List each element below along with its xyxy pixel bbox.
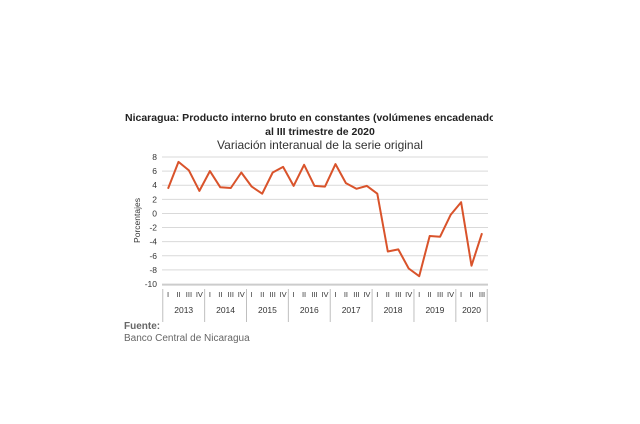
quarter-tick-label: III [270,290,276,299]
y-tick-label: 6 [152,166,157,176]
quarter-tick-label: III [186,290,192,299]
year-label: 2018 [384,305,403,315]
quarter-tick-label: I [334,290,336,299]
quarter-tick-label: II [176,290,180,299]
year-label: 2017 [342,305,361,315]
y-tick-label: 4 [152,180,157,190]
quarter-tick-label: I [209,290,211,299]
y-tick-label: 8 [152,152,157,162]
series-line [167,160,483,278]
quarter-tick-label: IV [280,290,287,299]
quarter-tick-label: III [395,290,401,299]
quarter-tick-label: I [460,290,462,299]
quarter-tick-label: III [353,290,359,299]
chart-subtitle: Variación interanual de la serie origina… [217,138,423,152]
y-tick-label: -8 [149,265,157,275]
quarter-tick-label: IV [321,290,328,299]
quarter-tick-label: IV [447,290,454,299]
quarter-tick-label: I [418,290,420,299]
y-axis-label: Porcentajes [132,198,142,243]
quarter-tick-label: IV [238,290,245,299]
quarter-tick-label: II [344,290,348,299]
quarter-tick-label: III [479,290,485,299]
year-label: 2016 [300,305,319,315]
quarter-tick-label: II [218,290,222,299]
quarter-tick-label: II [260,290,264,299]
y-tick-label: -6 [149,251,157,261]
quarter-tick-label: IV [196,290,203,299]
y-tick-label: 0 [152,208,157,218]
source-label: Fuente: [124,321,161,332]
quarter-tick-label: II [469,290,473,299]
quarter-tick-label: I [293,290,295,299]
quarter-tick-label: I [376,290,378,299]
y-tick-label: 2 [152,194,157,204]
year-label: 2014 [216,305,235,315]
quarter-tick-label: I [167,290,169,299]
quarter-tick-label: III [311,290,317,299]
quarter-tick-label: II [302,290,306,299]
chart-title-line-2: al III trimestre de 2020 [265,126,375,138]
year-label: 2019 [425,305,444,315]
year-label: 2015 [258,305,277,315]
year-label: 2020 [462,305,481,315]
chart-title-line-1: Nicaragua: Producto interno bruto en con… [125,112,493,124]
y-tick-label: -10 [145,279,158,289]
quarter-tick-label: IV [405,290,412,299]
quarter-tick-label: I [251,290,253,299]
y-tick-label: -4 [149,237,157,247]
y-tick-label: -2 [149,223,157,233]
quarter-tick-label: III [228,290,234,299]
year-label: 2013 [174,305,193,315]
quarter-tick-label: II [386,290,390,299]
source-text: Banco Central de Nicaragua [124,333,250,344]
quarter-tick-label: IV [363,290,370,299]
quarter-tick-label: III [437,290,443,299]
quarter-tick-label: II [428,290,432,299]
